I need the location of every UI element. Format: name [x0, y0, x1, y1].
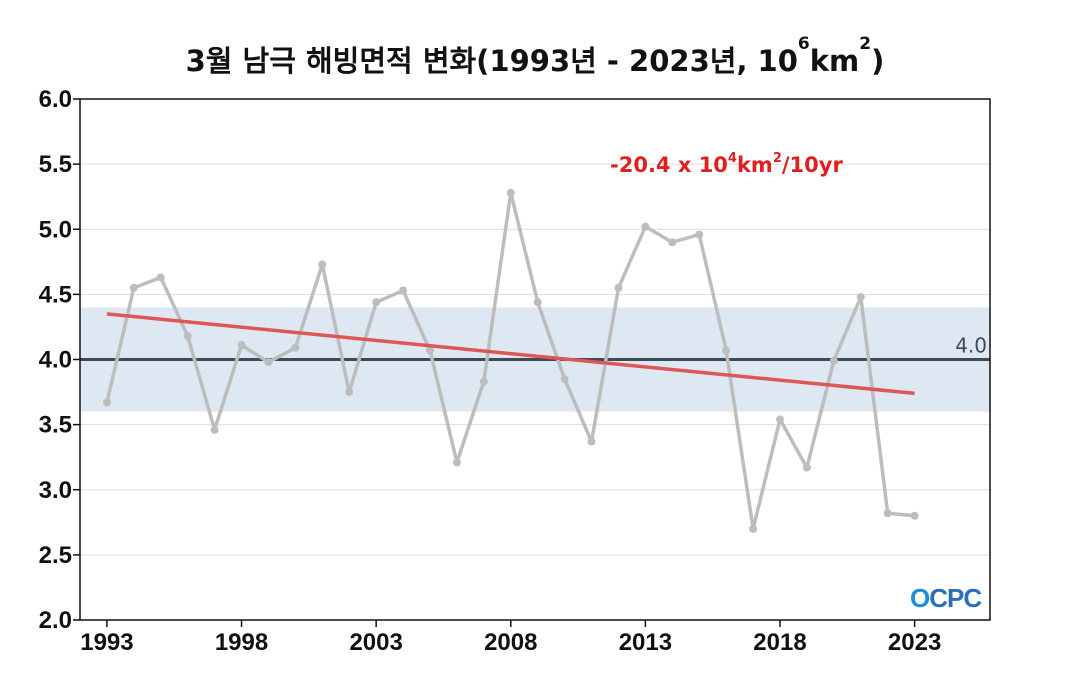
data-point	[399, 286, 408, 295]
title-main: 3월 남극 해빙면적 변화(1993년 - 2023년, 10	[185, 44, 798, 78]
title-end: )	[871, 44, 885, 78]
title-exponent-2: 2	[859, 34, 872, 54]
data-point	[345, 388, 354, 397]
data-point	[237, 341, 246, 350]
x-tick-label: 1993	[80, 629, 133, 656]
data-point	[668, 238, 677, 247]
reference-line-label: 4.0	[955, 334, 987, 358]
data-point	[533, 298, 542, 307]
title-exponent-1: 6	[797, 34, 810, 54]
y-tick-label: 3.0	[39, 477, 72, 504]
data-point	[372, 298, 381, 307]
data-point	[695, 230, 704, 239]
trend-label-exponent-1: 4	[727, 151, 737, 166]
y-tick-labels: 2.0 2.5 3.0 3.5 4.0 4.5 5.0 5.5 6.0	[39, 86, 72, 634]
data-point	[264, 358, 273, 367]
trend-line-group	[106, 312, 915, 396]
title-unit: km	[809, 44, 860, 78]
logo-o: O	[910, 583, 930, 613]
trend-label-main: -20.4 x 10	[610, 153, 728, 177]
y-tick-label: 5.0	[39, 216, 72, 243]
x-tick-label: 1998	[215, 629, 268, 656]
y-tick-label: 4.5	[39, 281, 72, 308]
x-tick-labels: 1993 1998 2003 2008 2013 2018 2023	[80, 629, 941, 656]
data-point	[641, 222, 650, 231]
logo-rest: CPC	[929, 583, 982, 613]
plot-frame	[79, 98, 991, 621]
data-point	[479, 377, 488, 386]
y-tick-label: 2.0	[39, 607, 72, 634]
trend-label-unit: km	[736, 153, 773, 177]
data-point	[318, 260, 327, 269]
series-line-group	[102, 188, 919, 533]
data-point	[452, 458, 461, 467]
data-point	[722, 346, 731, 355]
data-point	[883, 509, 892, 518]
reference-line-group: 4.0	[80, 334, 990, 361]
x-tick-label: 2003	[349, 629, 402, 656]
data-point	[829, 356, 838, 365]
data-point	[426, 346, 434, 355]
data-point	[587, 437, 596, 446]
x-tick-label: 2023	[888, 629, 941, 656]
y-tick-label: 3.5	[39, 412, 72, 439]
data-point	[506, 188, 515, 197]
data-point	[156, 273, 165, 282]
data-point	[856, 292, 865, 301]
data-point	[749, 524, 758, 533]
data-point	[614, 283, 623, 292]
y-tick-label: 5.5	[39, 151, 72, 178]
trend-label-exponent-2: 2	[772, 151, 782, 166]
y-tick-label: 4.0	[39, 347, 72, 374]
y-tick-label: 6.0	[39, 86, 72, 113]
data-point	[291, 343, 300, 352]
ocpc-logo: OCPC	[910, 583, 982, 614]
trend-label: -20.4 x 104km2/10yr	[610, 151, 843, 177]
y-tick-label: 2.5	[39, 542, 72, 569]
data-point	[910, 511, 919, 520]
x-tick-label: 2013	[619, 629, 672, 656]
axes	[73, 98, 991, 627]
trend-label-end: /10yr	[781, 153, 843, 177]
data-point	[776, 415, 784, 424]
data-point	[129, 283, 138, 292]
x-tick-label: 2008	[484, 629, 537, 656]
x-tick-label: 2018	[753, 629, 806, 656]
chart-title: 3월 남극 해빙면적 변화(1993년 - 2023년, 106km2)	[0, 34, 1070, 80]
data-point	[102, 398, 111, 407]
data-point	[183, 332, 192, 341]
data-point	[210, 425, 219, 434]
data-point	[802, 463, 811, 472]
data-point	[560, 375, 569, 384]
trend-line	[106, 312, 915, 396]
